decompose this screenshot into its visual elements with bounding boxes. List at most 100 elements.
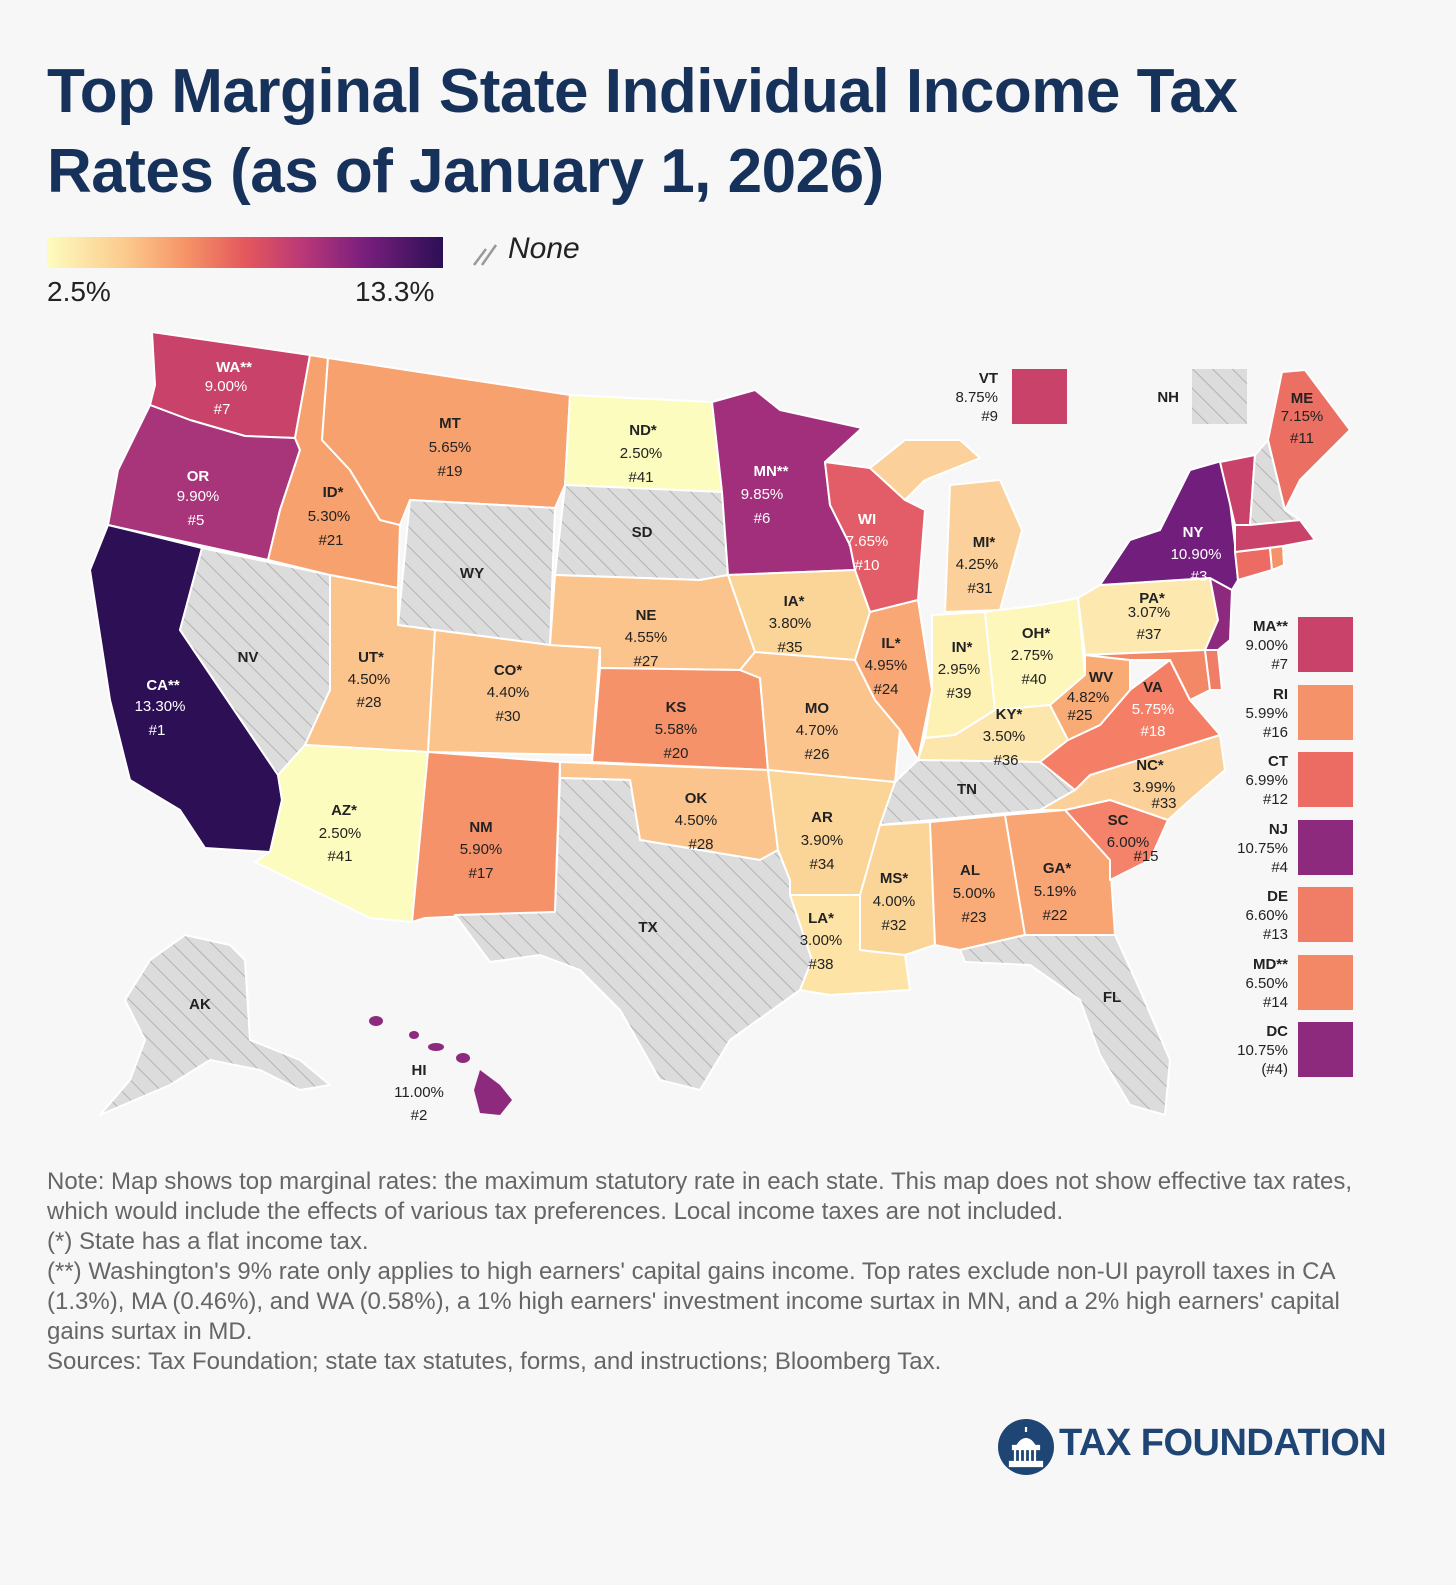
callout-de-abbr: DE (1267, 888, 1288, 905)
label-pa-abbr: PA* (1139, 590, 1165, 607)
label-in-rank: #39 (946, 685, 971, 702)
label-ms: MS* 4.00% #32 (873, 870, 916, 934)
label-va-abbr: VA (1143, 679, 1163, 696)
label-wy-abbr: WY (460, 565, 484, 582)
label-ne-rate: 4.55% (625, 629, 668, 646)
label-nd: ND* 2.50% #41 (620, 422, 663, 486)
label-il-rank: #24 (873, 681, 898, 698)
label-az-rate: 2.50% (319, 825, 362, 842)
label-ok: OK 4.50% #28 (675, 790, 718, 853)
label-ks: KS 5.58% #20 (655, 699, 698, 762)
label-in-abbr: IN* (952, 639, 973, 656)
callout-nh-swatch (1192, 369, 1247, 424)
label-nm-abbr: NM (469, 819, 492, 836)
label-in-rate: 2.95% (938, 661, 981, 678)
callout-ma-rate: 9.00% (1245, 637, 1288, 654)
label-nd-abbr: ND* (629, 422, 657, 439)
label-ok-rank: #28 (688, 836, 713, 853)
label-az-rank: #41 (327, 848, 352, 865)
callout-md-rate: 6.50% (1245, 975, 1288, 992)
state-ri (1269, 545, 1285, 571)
label-ga-rank: #22 (1042, 907, 1067, 924)
label-ny-rate: 10.90% (1171, 546, 1222, 563)
state-nm (411, 751, 561, 923)
label-mt-abbr: MT (439, 415, 461, 432)
label-mt-rate: 5.65% (429, 439, 472, 456)
label-ks-rate: 5.58% (655, 721, 698, 738)
label-ms-rate: 4.00% (873, 893, 916, 910)
state-wv (1049, 654, 1131, 741)
label-mo-rank: #26 (804, 746, 829, 763)
callout-ct-swatch (1298, 752, 1353, 807)
callout-nj-swatch (1298, 820, 1353, 875)
label-nc: NC* 3.99% #33 (1133, 757, 1177, 812)
label-sc-rank: #15 (1133, 848, 1158, 865)
page-title: Top Marginal State Individual Income Tax… (47, 57, 1238, 206)
state-tx (454, 777, 813, 1091)
label-ak-abbr: AK (189, 996, 211, 1013)
label-mo-rate: 4.70% (796, 722, 839, 739)
label-id-abbr: ID* (323, 484, 344, 501)
label-ks-abbr: KS (666, 699, 687, 716)
logo-text: TAX FOUNDATION (1059, 1422, 1387, 1464)
label-nd-rank: #41 (628, 469, 653, 486)
note-flat-tax: (*) State has a flat income tax. (47, 1228, 369, 1255)
label-or-rank: #5 (188, 512, 205, 529)
callout-nj-abbr: NJ (1268, 821, 1288, 838)
note-exceptions: (**) Washington's 9% rate only applies t… (47, 1258, 1340, 1345)
state-il (854, 599, 933, 761)
label-wv-rate: 4.82% (1067, 689, 1110, 706)
label-ky-rate: 3.50% (983, 728, 1026, 745)
label-ia-rate: 3.80% (769, 615, 812, 632)
label-tn-abbr: TN (957, 781, 977, 798)
label-nm-rate: 5.90% (460, 841, 503, 858)
callout-ct-rank: #12 (1262, 791, 1288, 808)
notes: Note: Map shows top marginal rates: the … (47, 1167, 1377, 1377)
label-ne-rank: #27 (633, 653, 658, 670)
note-main: Note: Map shows top marginal rates: the … (47, 1168, 1353, 1225)
label-mt: MT 5.65% #19 (429, 415, 472, 480)
us-map: WA** 9.00% #7 OR 9.90% #5 CA** 13.30% #1… (89, 331, 1351, 1124)
label-az: AZ* 2.50% #41 (319, 802, 362, 865)
callout-ma: MA** 9.00% #7 (1208, 617, 1288, 674)
callout-md: MD** 6.50% #14 (1208, 955, 1288, 1012)
callout-ri-rate: 5.99% (1245, 705, 1288, 722)
label-nc-abbr: NC* (1136, 757, 1164, 774)
label-sd-abbr: SD (632, 524, 653, 541)
label-la: LA* 3.00% #38 (800, 910, 843, 973)
label-nc-rate: 3.99% (1133, 779, 1176, 796)
callout-vt-rank: #9 (981, 408, 998, 425)
callout-nj: NJ 10.75% #4 (1208, 820, 1288, 877)
label-sc: SC 6.00% #15 (1107, 812, 1159, 865)
label-wa-rank: #7 (214, 401, 231, 418)
label-ga-rate: 5.19% (1034, 883, 1077, 900)
state-mi (869, 439, 1023, 613)
label-mn-rank: #6 (754, 510, 771, 527)
label-me: ME 7.15% #11 (1281, 390, 1324, 447)
label-az-abbr: AZ* (331, 802, 357, 819)
label-ky-rank: #36 (993, 752, 1018, 769)
label-wv-rank: #25 (1067, 707, 1092, 724)
label-ut: UT* 4.50% #28 (348, 649, 391, 711)
callout-ri: RI 5.99% #16 (1208, 685, 1288, 742)
callout-ct-rate: 6.99% (1245, 772, 1288, 789)
label-hi-rank: #2 (411, 1107, 428, 1124)
label-ca-abbr: CA** (146, 677, 180, 694)
scale-max-label: 13.3% (355, 276, 435, 307)
callout-ri-rank: #16 (1262, 724, 1288, 741)
label-oh-abbr: OH* (1022, 625, 1051, 642)
label-va-rate: 5.75% (1132, 701, 1175, 718)
label-il-abbr: IL* (881, 635, 900, 652)
label-ne-abbr: NE (636, 607, 657, 624)
callout-de-swatch (1298, 887, 1353, 942)
callout-nh: NH (1099, 388, 1179, 407)
callout-nh-abbr: NH (1157, 389, 1179, 406)
label-wi-abbr: WI (858, 511, 876, 528)
color-scale-bar (47, 237, 443, 268)
label-wa-abbr: WA** (216, 359, 252, 376)
callout-vt: VT 8.75% #9 (918, 369, 998, 426)
label-hi: HI 11.00% #2 (394, 1062, 444, 1124)
label-tx-abbr: TX (638, 919, 657, 936)
label-ny-rank: #3 (1191, 568, 1208, 585)
label-oh: OH* 2.75% #40 (1011, 625, 1054, 688)
